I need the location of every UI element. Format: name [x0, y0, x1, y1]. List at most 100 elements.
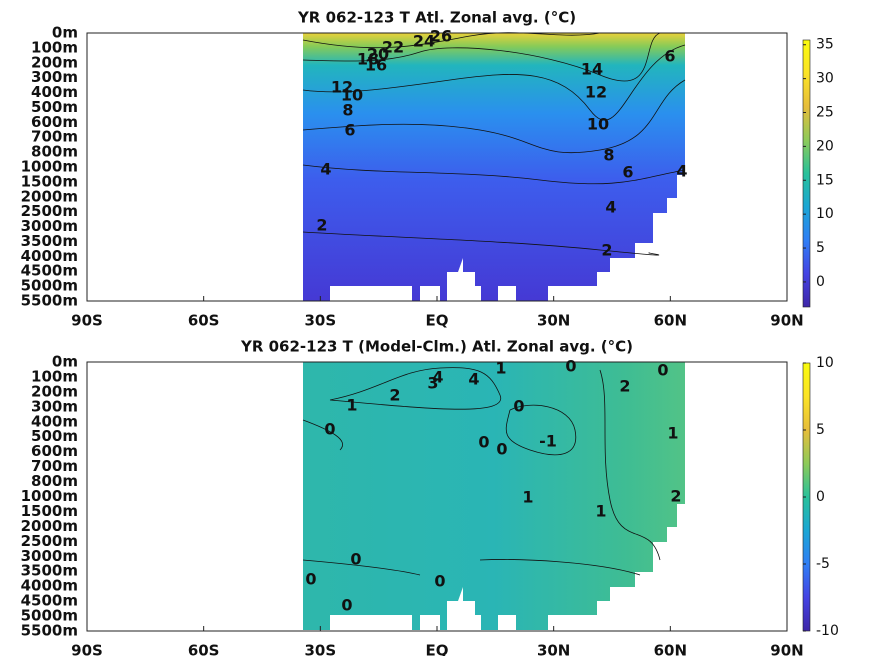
- x-tick-label: 90N: [770, 312, 803, 330]
- y-tick-label: 100m: [31, 38, 78, 56]
- contour-label: 2: [389, 386, 400, 405]
- contour-label: 2: [619, 377, 630, 396]
- contour-label: 10: [587, 115, 609, 134]
- x-tick-label: 60N: [654, 312, 687, 330]
- contour-label: 0: [305, 570, 316, 589]
- x-tick-label: 30S: [304, 642, 336, 656]
- colorbar-tick-label: 20: [816, 138, 834, 154]
- y-tick-label: 800m: [31, 143, 78, 161]
- contour-label: 2: [601, 241, 612, 260]
- x-tick-label: 30N: [537, 642, 570, 656]
- contour-label: 0: [565, 357, 576, 376]
- colorbar-tick-label: 25: [816, 105, 834, 121]
- colorbar-tick-label: 0: [816, 489, 825, 505]
- y-tick-label: 2500m: [21, 202, 78, 220]
- contour-label: 4: [320, 160, 331, 179]
- contour-line: [599, 369, 661, 561]
- y-tick-label: 1000m: [21, 158, 78, 176]
- y-tick-label: 4000m: [21, 247, 78, 265]
- colorbar-tick-label: 30: [816, 71, 834, 87]
- y-tick-label: 300m: [31, 68, 78, 86]
- contour-label: 0: [434, 572, 445, 591]
- x-tick-label: EQ: [426, 642, 449, 656]
- contour-label: 6: [664, 47, 675, 66]
- y-tick-label: 200m: [31, 382, 78, 400]
- colorbar-tick-label: -10: [816, 623, 839, 639]
- y-tick-label: 600m: [31, 442, 78, 460]
- y-tick-label: 3000m: [21, 217, 78, 235]
- contour-line: [479, 559, 641, 576]
- y-tick-label: 700m: [31, 457, 78, 475]
- contour-label: 12: [331, 78, 353, 97]
- colorbar-tick-label: 10: [816, 355, 834, 371]
- contour-line: [302, 164, 686, 185]
- panel: YR 062-123 T (Model-Clm.) Atl. Zonal avg…: [21, 338, 839, 656]
- y-tick-label: 3500m: [21, 232, 78, 250]
- contour-label: 18: [357, 50, 379, 69]
- contour-label: 2: [316, 216, 327, 235]
- colorbar-tick-label: 10: [816, 206, 834, 222]
- x-tick-label: 60N: [654, 642, 687, 656]
- y-tick-label: 400m: [31, 83, 78, 101]
- y-tick-label: 4000m: [21, 577, 78, 595]
- y-tick-label: 5000m: [21, 607, 78, 625]
- contour-label: 4: [676, 162, 687, 181]
- contour-label: 0: [350, 550, 361, 569]
- contour-label: 3: [427, 374, 438, 393]
- y-tick-label: 0m: [52, 24, 78, 42]
- y-tick-label: 300m: [31, 397, 78, 415]
- y-tick-label: 600m: [31, 113, 78, 131]
- y-tick-label: 500m: [31, 427, 78, 445]
- y-tick-label: 500m: [31, 98, 78, 116]
- contour-label: 2: [670, 487, 681, 506]
- contour-label: 0: [324, 420, 335, 439]
- contour-label: 16: [365, 56, 387, 75]
- y-tick-label: 2500m: [21, 532, 78, 550]
- x-tick-label: 30S: [304, 312, 336, 330]
- contour-label: 1: [346, 396, 357, 415]
- chart-title: YR 062-123 T (Model-Clm.) Atl. Zonal avg…: [240, 338, 633, 356]
- colorbar-tick-label: 15: [816, 172, 834, 188]
- y-tick-label: 3000m: [21, 547, 78, 565]
- contour-label: 6: [344, 121, 355, 140]
- y-tick-label: 5500m: [21, 622, 78, 640]
- contour-label: -1: [539, 432, 557, 451]
- x-tick-label: 90N: [770, 642, 803, 656]
- colorbar-tick-label: 5: [816, 422, 825, 438]
- contour-line: [302, 419, 343, 451]
- contour-label: 1: [495, 359, 506, 378]
- contour-line: [329, 367, 502, 410]
- contour-line: [302, 231, 660, 256]
- contour-label: 6: [622, 163, 633, 182]
- contour-label: 8: [342, 101, 353, 120]
- y-tick-label: 4500m: [21, 262, 78, 280]
- contour-label: 26: [430, 27, 452, 46]
- y-tick-label: 400m: [31, 412, 78, 430]
- y-tick-label: 100m: [31, 367, 78, 385]
- contour-label: 0: [657, 361, 668, 380]
- x-tick-label: 90S: [71, 642, 103, 656]
- x-tick-label: EQ: [426, 312, 449, 330]
- contour-line: [302, 32, 661, 82]
- contour-label: 14: [581, 60, 603, 79]
- y-tick-label: 1000m: [21, 487, 78, 505]
- contour-label: 1: [667, 424, 678, 443]
- field: [303, 33, 685, 301]
- colorbar-tick-label: 5: [816, 240, 825, 256]
- y-tick-label: 5500m: [21, 292, 78, 310]
- y-tick-label: 800m: [31, 472, 78, 490]
- contour-label: 0: [513, 397, 524, 416]
- contour-label: 0: [341, 596, 352, 615]
- y-tick-label: 2000m: [21, 517, 78, 535]
- y-tick-label: 0m: [52, 353, 78, 371]
- contour-label: 4: [468, 370, 479, 389]
- y-tick-label: 2000m: [21, 187, 78, 205]
- contour-label: 4: [432, 368, 443, 387]
- contour-label: 12: [585, 83, 607, 102]
- contour-line: [302, 32, 601, 49]
- x-tick-label: 60S: [188, 312, 220, 330]
- colorbar-tick-label: -5: [816, 556, 830, 572]
- contour-label: 20: [367, 45, 389, 64]
- panel: YR 062-123 T Atl. Zonal avg. (°C)0m100m2…: [21, 9, 834, 330]
